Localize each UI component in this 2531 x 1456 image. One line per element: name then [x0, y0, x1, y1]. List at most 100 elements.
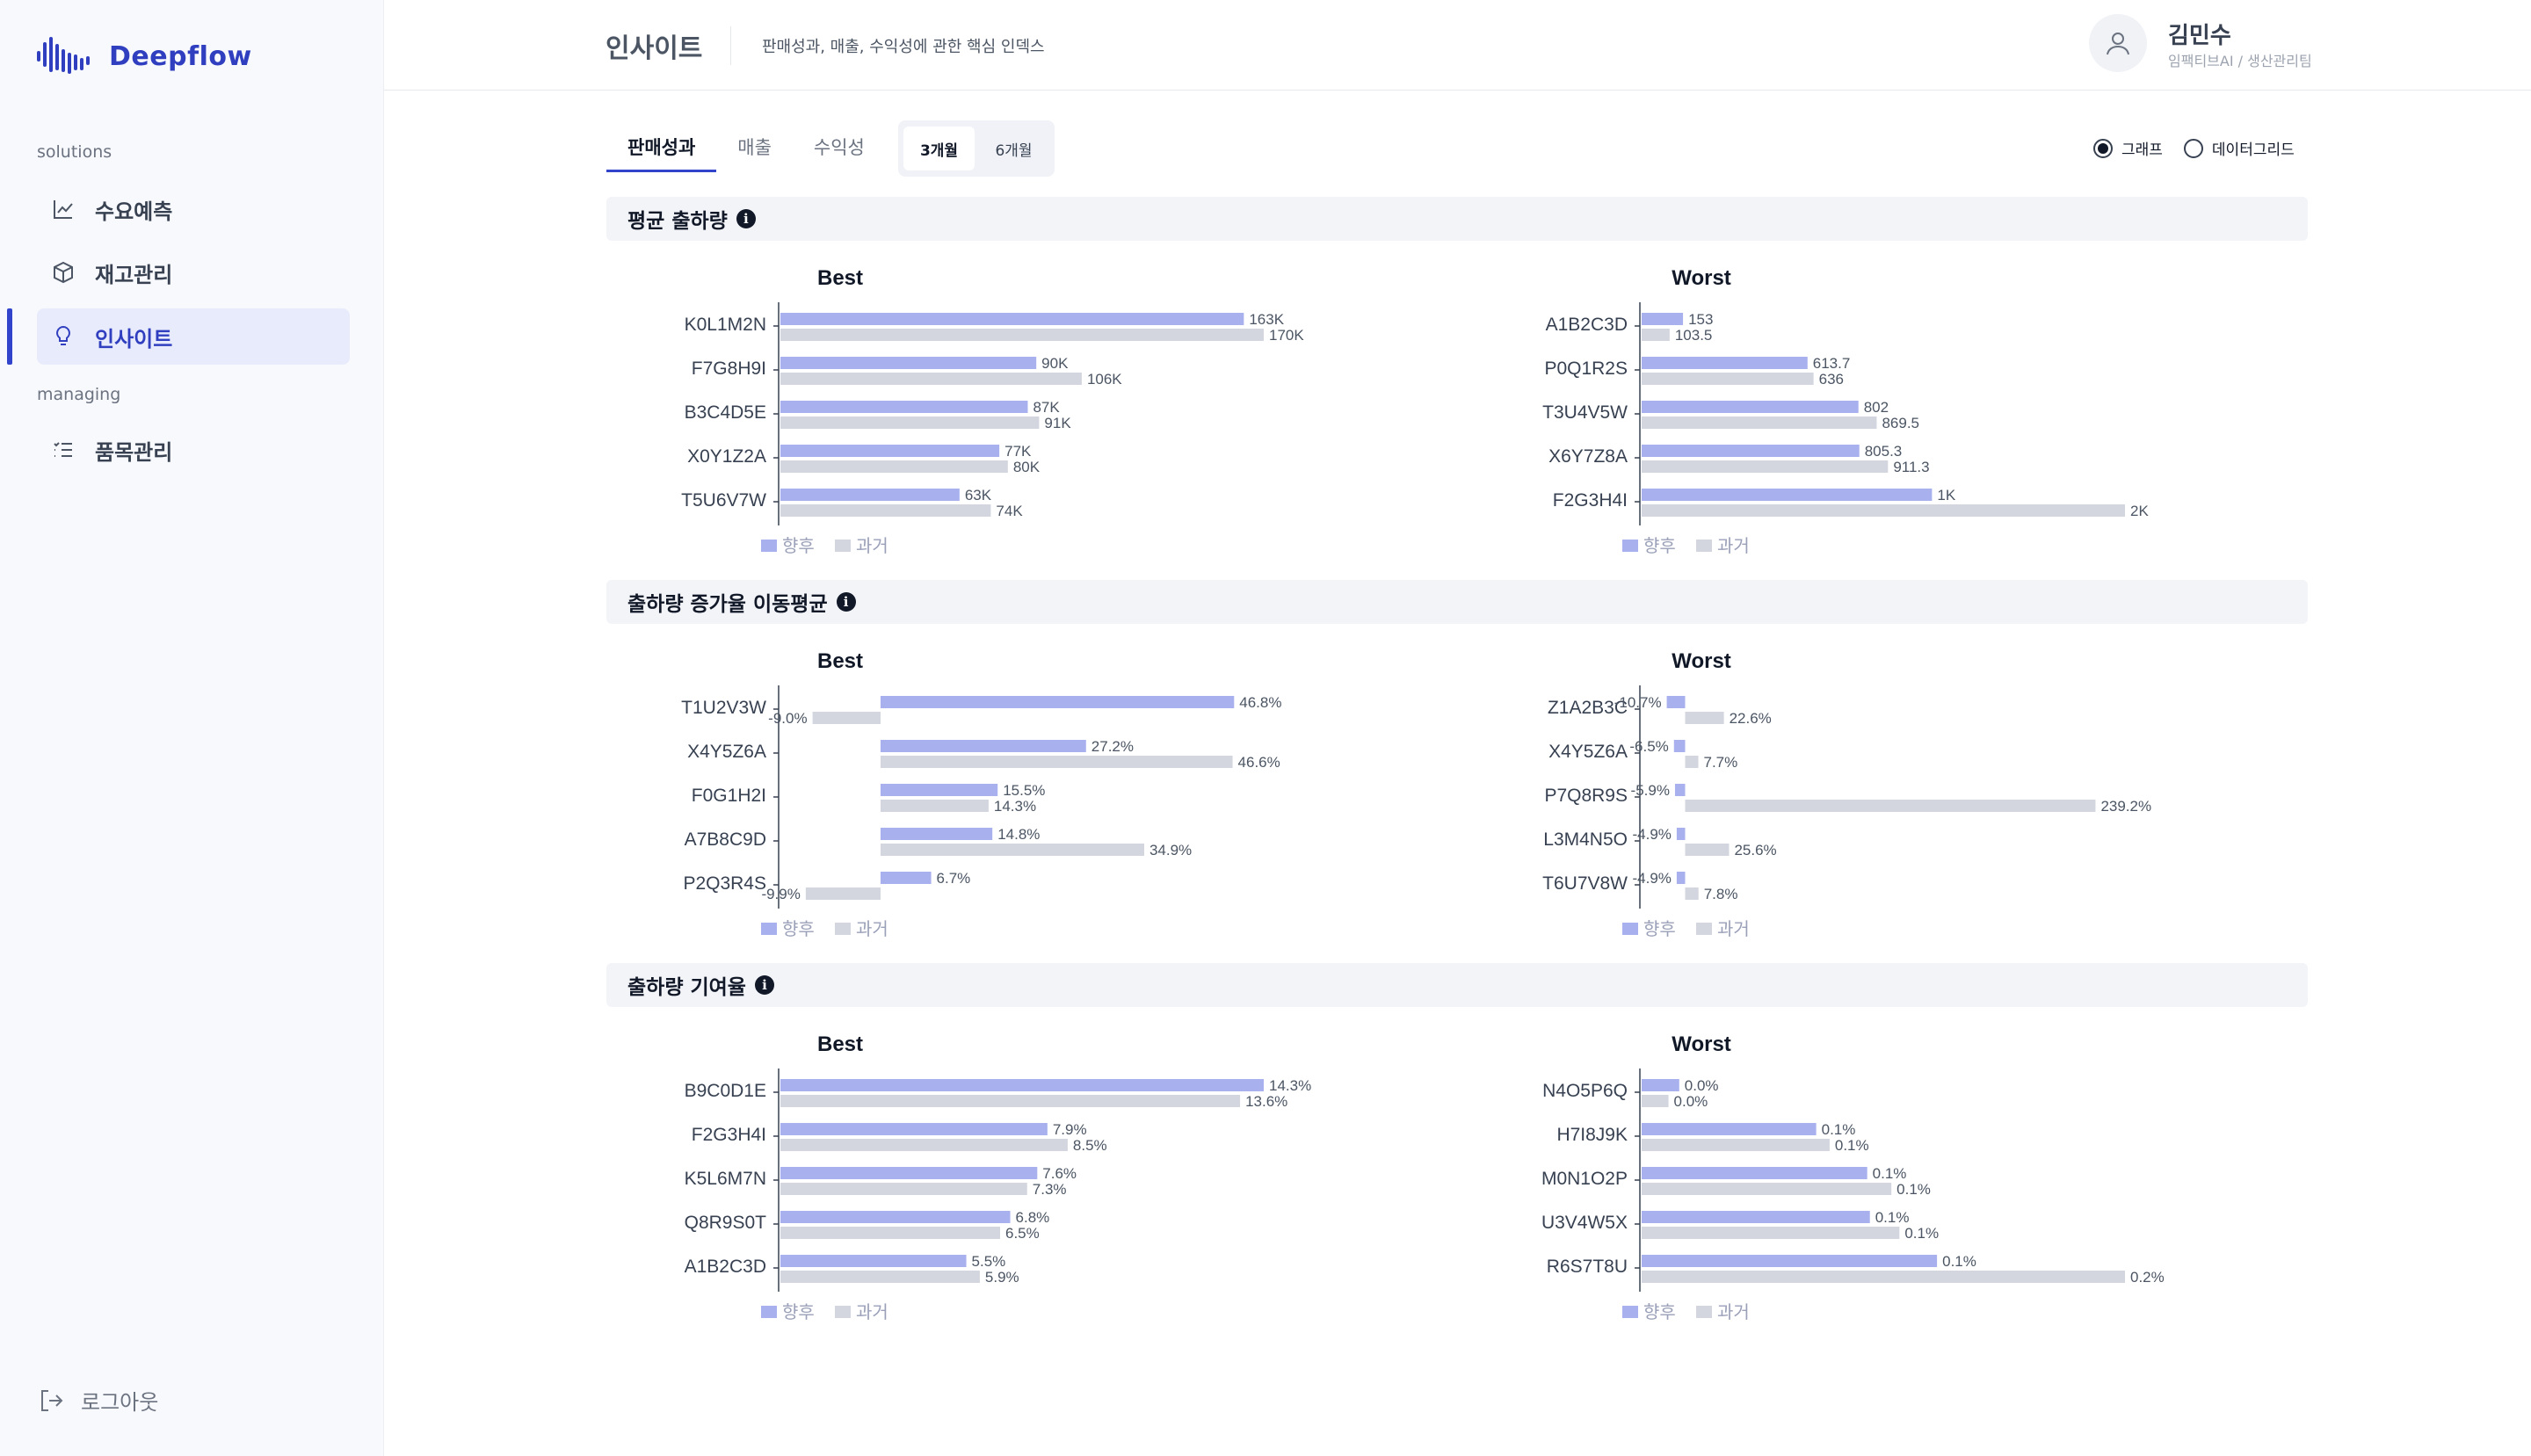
data-label: 153 — [1688, 311, 1713, 328]
sidebar-item-demand-forecast[interactable]: 수요예측 — [37, 181, 350, 237]
chart-title: Best — [817, 1032, 863, 1056]
bar-past — [780, 1271, 980, 1283]
bar-future — [1676, 872, 1686, 884]
legend-label: 과거 — [856, 1301, 888, 1322]
sidebar-item-insight[interactable]: 인사이트 — [37, 308, 350, 365]
section-header-avg-shipment: 평균 출하량 i — [606, 197, 2308, 241]
bar-future — [880, 872, 932, 884]
y-tick-label: F7G8H9I — [692, 359, 766, 379]
data-label: 77K — [1004, 443, 1032, 460]
data-label: 1K — [1937, 487, 1955, 503]
data-label: 6.8% — [1016, 1209, 1050, 1226]
y-tick-label: F2G3H4I — [692, 1125, 766, 1145]
legend-label: 향후 — [1643, 918, 1676, 939]
section-header-contribution: 출하량 기여율 i — [606, 963, 2308, 1007]
data-label: 14.3% — [1269, 1077, 1311, 1094]
logo[interactable]: Deepflow — [37, 37, 252, 76]
bar-past — [780, 1095, 1241, 1107]
avatar[interactable] — [2089, 14, 2147, 72]
legend-swatch — [835, 1306, 851, 1318]
sidebar-item-inventory[interactable]: 재고관리 — [37, 244, 350, 301]
data-label: 239.2% — [2100, 798, 2151, 815]
y-tick-label: U3V4W5X — [1541, 1213, 1628, 1233]
y-tick-label: Q8R9S0T — [685, 1213, 767, 1233]
y-tick-label: Z1A2B3C — [1548, 698, 1628, 718]
bar-future — [780, 1211, 1011, 1223]
chart-contribution-best: Best B9C0D1E 14.3% 13.6% F2G3H4I 7.9% 8.5% K5L6… — [650, 1026, 1441, 1322]
data-label: 63K — [965, 487, 992, 503]
data-label: 13.6% — [1245, 1093, 1287, 1110]
y-tick-label: T5U6V7W — [681, 490, 766, 511]
y-tick-label: A1B2C3D — [685, 1257, 766, 1277]
info-icon[interactable]: i — [736, 209, 756, 228]
data-label: 14.3% — [994, 798, 1036, 815]
radio-label: 데이터그리드 — [2211, 141, 2295, 159]
data-label: 0.1% — [1904, 1225, 1939, 1242]
data-label: 6.5% — [1005, 1225, 1040, 1242]
bar-future — [1674, 784, 1686, 796]
bar-future — [780, 1079, 1264, 1091]
bar-past — [1685, 756, 1699, 768]
period-3-months-button[interactable]: 3개월 — [903, 127, 975, 170]
bar-future — [780, 357, 1037, 369]
tab-profitability[interactable]: 수익성 — [813, 137, 865, 158]
legend-swatch — [1696, 1306, 1712, 1318]
data-label: 25.6% — [1734, 842, 1776, 858]
tab-sales-performance[interactable]: 판매성과 — [606, 127, 717, 172]
sidebar-item-label: 재고관리 — [95, 262, 173, 287]
y-tick-label: L3M4N5O — [1543, 829, 1628, 850]
data-label: 7.8% — [1704, 886, 1738, 902]
user-name: 김민수 — [2168, 23, 2231, 49]
bar-future — [1642, 489, 1933, 501]
tab-revenue[interactable]: 매출 — [737, 137, 772, 158]
y-tick-label: P2Q3R4S — [683, 873, 766, 894]
radio-selected-icon — [2093, 138, 2113, 158]
bar-future — [1673, 740, 1686, 752]
radio-graph[interactable]: 그래프 — [2093, 137, 2163, 159]
box-icon — [54, 261, 73, 284]
legend-swatch — [761, 540, 777, 552]
period-6-months-button[interactable]: 6개월 — [995, 141, 1033, 160]
data-label: -4.9% — [1632, 826, 1671, 843]
data-label: 90K — [1041, 355, 1069, 372]
bar-past — [1642, 504, 2125, 517]
radio-datagrid[interactable]: 데이터그리드 — [2183, 137, 2295, 159]
chart-title: Worst — [1672, 1032, 1731, 1056]
section-title: 출하량 기여율 — [627, 976, 746, 999]
logout-label: 로그아웃 — [81, 1390, 159, 1415]
bar-future — [1642, 357, 1808, 369]
radio-label: 그래프 — [2121, 141, 2163, 159]
data-label: 163K — [1249, 311, 1284, 328]
chart-contribution-worst: Worst N4O5P6Q 0.0% 0.0% H7I8J9K 0.1% 0.1% M0N1O… — [1512, 1026, 2303, 1322]
logout-button[interactable]: 로그아웃 — [37, 1385, 158, 1416]
bar-past — [812, 712, 881, 724]
bar-past — [1642, 1095, 1669, 1107]
y-tick-label: N4O5P6Q — [1542, 1081, 1628, 1101]
legend-label: 과거 — [1717, 1301, 1750, 1322]
y-tick-label: P7Q8R9S — [1544, 786, 1628, 806]
nav-group-label-managing: managing — [37, 385, 121, 404]
bar-future — [1642, 1255, 1938, 1267]
bar-future — [1642, 313, 1684, 325]
bar-past — [1642, 1183, 1892, 1195]
data-label: -10.7% — [1614, 694, 1662, 711]
period-toggle: 3개월 6개월 — [898, 120, 1055, 177]
data-label: 6.7% — [937, 870, 971, 887]
logo-text: Deepflow — [109, 40, 252, 72]
data-label: 170K — [1269, 327, 1304, 344]
data-label: 74K — [996, 503, 1023, 519]
data-label: -5.9% — [1631, 782, 1670, 799]
info-icon[interactable]: i — [836, 592, 856, 612]
data-label: 0.1% — [1942, 1253, 1976, 1270]
data-label: 27.2% — [1091, 738, 1134, 755]
bar-past — [780, 329, 1264, 341]
data-label: 7.9% — [1053, 1121, 1087, 1138]
sidebar-item-item-management[interactable]: 품목관리 — [37, 422, 350, 478]
data-label: 46.6% — [1238, 754, 1280, 771]
bar-future — [780, 313, 1244, 325]
info-icon[interactable]: i — [754, 975, 774, 995]
data-label: 103.5 — [1675, 327, 1713, 344]
data-label: -4.9% — [1632, 870, 1671, 887]
sidebar: Deepflow solutions 수요예측 재고관리 인사이트 managi… — [0, 0, 384, 1456]
data-label: 802 — [1864, 399, 1889, 416]
